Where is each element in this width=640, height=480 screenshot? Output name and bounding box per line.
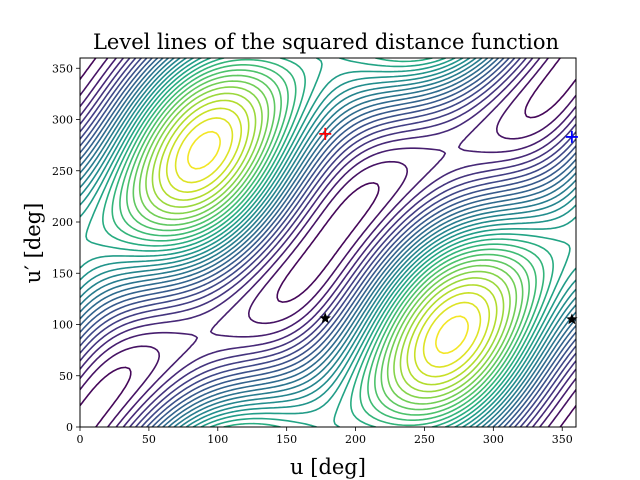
contour-level-line [80, 58, 576, 427]
star-marker [319, 312, 331, 324]
contour-level-line [119, 64, 537, 421]
plot-frame [79, 57, 577, 428]
y-tick-label: 50 [59, 370, 73, 383]
x-tick-label: 50 [142, 433, 156, 446]
contour-level-line [138, 80, 518, 405]
contour-level-line [80, 58, 576, 427]
chart-title: Level lines of the squared distance func… [93, 30, 559, 54]
contour-level-line [187, 130, 469, 355]
contour-level-line [80, 58, 576, 427]
contour-level-line [80, 58, 576, 427]
y-axis-ticks: 0 50 100 150 200 250 300 350 [52, 62, 80, 434]
contour-level-line [132, 74, 524, 411]
contour-level-line [145, 86, 511, 399]
x-tick-label: 100 [207, 433, 228, 446]
contour-level-line [174, 117, 482, 368]
plus-marker [565, 130, 578, 143]
contour-level-line [80, 58, 576, 427]
contour-level-line [80, 58, 576, 427]
contour-level-line [80, 58, 576, 427]
contour-level-line [80, 58, 576, 427]
y-axis-label: u′ [deg] [21, 203, 45, 284]
x-axis-label: u [deg] [290, 455, 366, 479]
contour-level-line [158, 99, 498, 386]
contour-level-line [80, 58, 576, 427]
markers [319, 127, 578, 325]
contour-level-line [165, 107, 491, 378]
plus-marker [319, 127, 332, 140]
contour-level-line [80, 58, 576, 427]
y-tick-label: 250 [52, 165, 73, 178]
contour-level-line [151, 92, 505, 393]
x-tick-label: 200 [345, 433, 366, 446]
y-tick-label: 100 [52, 319, 73, 332]
contour-level-line [80, 58, 576, 427]
contour-lines [80, 58, 576, 427]
x-tick-label: 150 [276, 433, 297, 446]
x-tick-label: 250 [414, 433, 435, 446]
contour-level-line [111, 58, 545, 427]
x-tick-label: 350 [552, 433, 573, 446]
y-tick-label: 150 [52, 267, 73, 280]
y-tick-label: 350 [52, 62, 73, 75]
star-marker [566, 313, 578, 325]
x-tick-label: 0 [77, 433, 84, 446]
y-tick-label: 0 [66, 421, 73, 434]
contour-level-line [126, 69, 530, 416]
y-tick-label: 300 [52, 114, 73, 127]
x-tick-label: 300 [483, 433, 504, 446]
y-tick-label: 200 [52, 216, 73, 229]
x-axis-ticks: 0 50 100 150 200 250 300 350 [77, 427, 573, 446]
